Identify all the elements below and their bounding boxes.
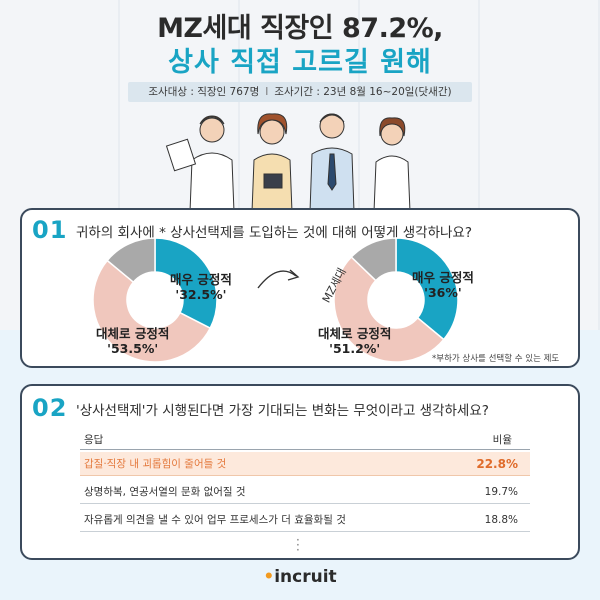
pie2-value-very-positive: '36%': [424, 285, 462, 300]
pie2-label-positive-text: 대체로 긍정적: [318, 326, 392, 341]
pie2-label-positive: 대체로 긍정적 '51.2%': [318, 326, 391, 356]
incruit-logo: •incruit: [0, 567, 600, 587]
row-value: 18.8%: [484, 514, 518, 526]
survey-target: 조사대상 : 직장인 767명: [148, 86, 260, 98]
pie1-value-very-positive: '32.5%': [175, 287, 227, 302]
pie2-label-very-positive-text: 매우 긍정적: [412, 270, 474, 285]
table-header: 응답 비율: [80, 432, 530, 450]
question2-number: 02: [32, 394, 68, 422]
column-ratio: 비율: [492, 434, 512, 446]
question1-text: 귀하의 회사에 * 상사선택제를 도입하는 것에 대해 어떻게 생각하나요?: [76, 225, 473, 241]
more-dots-icon: · · ·: [296, 533, 300, 557]
table-row: 자유롭게 의견을 낼 수 있어 업무 프로세스가 더 효율화될 것 18.8%: [80, 508, 530, 532]
question2-text: '상사선택제'가 시행된다면 가장 기대되는 변화는 무엇이라고 생각하세요?: [76, 403, 489, 419]
survey-period: 조사기간 : 23년 8월 16~20일(닷새간): [274, 86, 452, 98]
pie2-label-very-positive: 매우 긍정적 '36%': [412, 270, 474, 300]
table-row: 갑질·직장 내 괴롭힘이 줄어들 것 22.8%: [80, 452, 530, 476]
row-value: 22.8%: [476, 457, 518, 471]
logo-dot-icon: •: [263, 567, 275, 587]
separator: I: [265, 86, 269, 98]
person-4-figure: [373, 117, 411, 212]
pie1-label-positive-text: 대체로 긍정적: [96, 326, 170, 341]
person-3-figure: [309, 113, 355, 212]
person-2-figure: [251, 113, 293, 212]
column-answer: 응답: [84, 434, 104, 446]
row-label: 상명하복, 연공서열의 문화 없어질 것: [84, 486, 246, 498]
page-title-line1: MZ세대 직장인 87.2%,: [157, 13, 443, 44]
office-workers-illustration: [165, 113, 411, 212]
row-value: 19.7%: [484, 486, 518, 498]
person-1-figure: [165, 115, 235, 212]
row-label: 갑질·직장 내 괴롭힘이 줄어들 것: [84, 458, 227, 470]
row-label: 자유롭게 의견을 낼 수 있어 업무 프로세스가 더 효율화될 것: [84, 514, 346, 526]
pie1-label-very-positive-text: 매우 긍정적: [170, 272, 232, 287]
pie1-label-very-positive: 매우 긍정적 '32.5%': [170, 272, 232, 302]
pie2-value-positive: '51.2%': [329, 341, 381, 356]
survey-info-bar: 조사대상 : 직장인 767명 I 조사기간 : 23년 8월 16~20일(닷새간…: [128, 82, 472, 102]
page-title-line2: 상사 직접 고르길 원해: [168, 47, 432, 78]
logo-text: incruit: [274, 567, 337, 587]
question1-number: 01: [32, 216, 68, 244]
pie1-label-positive: 대체로 긍정적 '53.5%': [96, 326, 169, 356]
footnote: *부하가 상사를 선택할 수 있는 제도: [432, 354, 560, 364]
table-row: 상명하복, 연공서열의 문화 없어질 것 19.7%: [80, 480, 530, 504]
pie1-value-positive: '53.5%': [107, 341, 159, 356]
